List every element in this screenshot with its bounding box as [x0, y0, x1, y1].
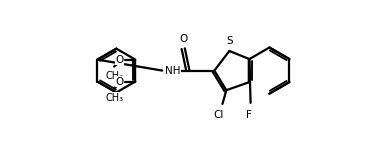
Text: NH: NH	[165, 66, 180, 76]
Text: O: O	[115, 55, 123, 65]
Text: Cl: Cl	[214, 110, 224, 120]
Text: S: S	[226, 36, 233, 46]
Text: CH₃: CH₃	[105, 71, 124, 81]
Text: O: O	[180, 34, 188, 44]
Text: O: O	[115, 77, 123, 86]
Text: CH₃: CH₃	[105, 93, 124, 103]
Text: F: F	[246, 110, 253, 120]
